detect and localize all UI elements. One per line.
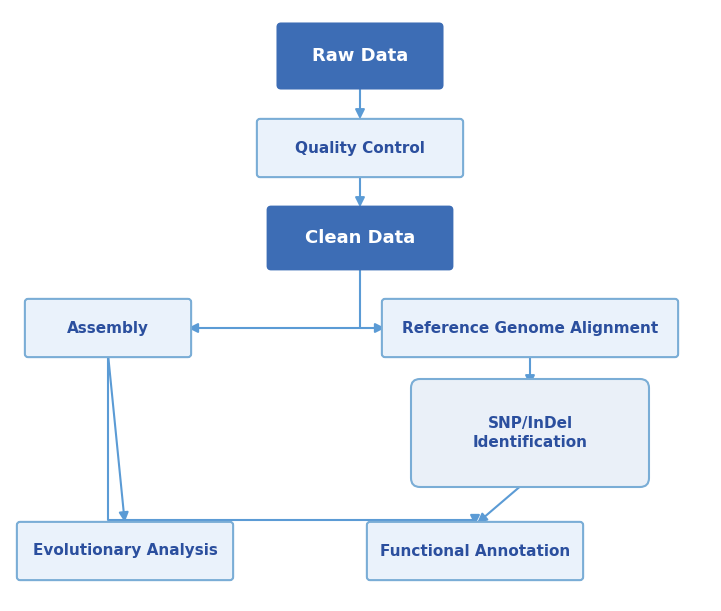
Text: Assembly: Assembly [67, 321, 149, 335]
Text: Functional Annotation: Functional Annotation [380, 544, 570, 558]
FancyBboxPatch shape [267, 207, 452, 269]
FancyBboxPatch shape [382, 299, 678, 357]
Text: SNP/InDel
Identification: SNP/InDel Identification [472, 415, 588, 450]
FancyBboxPatch shape [411, 379, 649, 487]
Text: Reference Genome Alignment: Reference Genome Alignment [402, 321, 658, 335]
Text: Evolutionary Analysis: Evolutionary Analysis [32, 544, 218, 558]
FancyBboxPatch shape [257, 119, 463, 177]
FancyBboxPatch shape [367, 522, 583, 580]
Text: Raw Data: Raw Data [312, 47, 408, 65]
Text: Quality Control: Quality Control [295, 141, 425, 156]
FancyBboxPatch shape [25, 299, 191, 357]
Text: Clean Data: Clean Data [305, 229, 415, 247]
FancyBboxPatch shape [17, 522, 233, 580]
FancyBboxPatch shape [278, 23, 443, 89]
